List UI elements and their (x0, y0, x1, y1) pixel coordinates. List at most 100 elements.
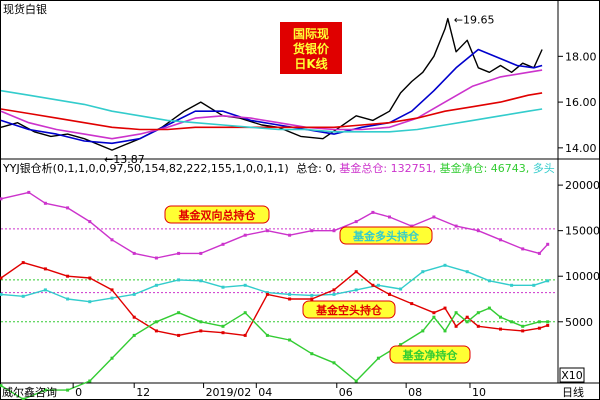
position-series-2-point-9 (199, 329, 203, 333)
big-title-background (280, 22, 342, 74)
position-series-1-point-9 (199, 279, 203, 283)
position-series-1-point-20 (443, 263, 447, 267)
position-series-0-point-15 (332, 229, 336, 233)
position-series-2-point-10 (221, 331, 225, 335)
position-series-0-point-20 (432, 215, 436, 219)
position-series-2-point-14 (310, 297, 314, 301)
position-series-3-point-13 (288, 338, 292, 342)
label-short-position-bg (302, 300, 396, 319)
position-series-2-point-8 (177, 333, 181, 337)
price-series-line-0 (0, 17, 543, 151)
position-series-3-point-6 (132, 333, 136, 337)
position-series-3-point-11 (243, 311, 247, 315)
price-ytick-label-1: 16.00 (565, 96, 597, 109)
position-series-1-point-5 (110, 296, 114, 300)
position-series-1-point-16 (354, 288, 358, 292)
label-short-position-text: 基金空头持仓 (315, 303, 383, 317)
position-series-3-point-0 (0, 384, 3, 388)
position-series-2-point-20 (432, 311, 436, 315)
position-series-0-point-0 (0, 197, 3, 201)
price-annotation-1: ←13.87 (104, 153, 145, 166)
position-series-2-point-27 (537, 326, 541, 330)
position-series-1-point-6 (132, 292, 136, 296)
position-series-2-point-17 (371, 283, 375, 287)
position-series-0-point-22 (476, 229, 480, 233)
position-series-3-point-1 (21, 397, 25, 400)
position-series-0-point-1 (27, 190, 31, 194)
position-series-0-point-7 (154, 256, 158, 260)
position-series-0-point-17 (371, 210, 375, 214)
position-series-0-point-23 (499, 238, 502, 242)
position-series-1-point-17 (376, 283, 380, 287)
position-series-2-point-28 (546, 323, 550, 327)
position-series-3-point-15 (332, 361, 336, 365)
position-series-2-point-23 (465, 315, 469, 319)
position-series-3-point-22 (454, 311, 458, 315)
position-series-1-point-14 (310, 293, 314, 297)
position-series-1-point-13 (288, 292, 292, 296)
position-series-0-point-5 (110, 238, 114, 242)
position-series-2-point-21 (443, 306, 447, 310)
label-long-position: 基金多头持仓 (339, 226, 433, 245)
price-series-line-4 (0, 89, 543, 133)
position-series-3-point-27 (510, 320, 514, 324)
position-series-1-point-11 (243, 283, 247, 287)
position-series-0-point-19 (410, 224, 414, 228)
xtick-label-1: 12 (136, 386, 150, 399)
position-series-3-point-4 (88, 379, 92, 383)
position-series-2-point-4 (88, 276, 92, 280)
price-annotation-0: ←19.65 (454, 14, 495, 27)
big-title-line-2: 货银价 (293, 41, 330, 56)
xtick-label-3: 04 (258, 386, 272, 399)
position-series-3-point-2 (43, 388, 47, 392)
header-jijin-zongcang: 基金总仓: 132751, (339, 161, 436, 175)
position-series-3-point-8 (177, 311, 181, 315)
position-series-0-point-8 (177, 251, 181, 255)
position-series-1-point-8 (177, 278, 181, 282)
position-ytick-label-0: 5000 (565, 316, 593, 329)
position-series-3-point-29 (537, 320, 541, 324)
xtick-label-2: 2019/02 (206, 386, 252, 399)
price-series-line-2 (0, 69, 543, 140)
position-series-3-point-28 (521, 324, 525, 328)
position-series-0-point-21 (454, 224, 458, 228)
position-series-3-point-20 (432, 315, 436, 319)
label-long-position-text: 基金多头持仓 (352, 229, 420, 243)
header-jijin-jingcang: 基金净仓: 46743, (440, 161, 530, 175)
indicator-formula: YYJ银仓析(0,1,1,0,0,97,50,154,82,222,155,1,… (2, 161, 289, 175)
big-title-box: 国际现 货银价 日K线 (280, 22, 342, 74)
position-series-line-1 (0, 264, 548, 303)
position-series-2-point-6 (132, 315, 136, 319)
position-series-1-point-2 (43, 288, 47, 292)
position-series-2-point-16 (354, 270, 358, 274)
label-long-position-bg (339, 226, 433, 245)
position-series-2-point-1 (21, 261, 25, 265)
position-series-0-point-16 (354, 220, 358, 224)
position-series-1-point-12 (265, 291, 269, 295)
position-series-1-point-25 (546, 279, 550, 283)
position-series-3-point-7 (154, 320, 158, 324)
position-series-2-point-2 (43, 267, 47, 271)
position-series-0-point-12 (265, 229, 269, 233)
big-title-line-3: 日K线 (294, 56, 327, 71)
position-series-0-point-10 (221, 242, 225, 246)
position-y-axis: 5000 10000 15000 20000 (558, 179, 600, 329)
position-series-0-point-18 (388, 215, 391, 219)
x-axis: 0 12 2019/02 04 06 08 10 (72, 383, 486, 399)
xtick-label-5: 08 (408, 386, 422, 399)
label-net-position: 基金净持仓 (389, 345, 471, 364)
position-series-3-point-17 (376, 356, 380, 360)
position-series-2-point-26 (521, 329, 525, 333)
price-ytick-label-2: 18.00 (565, 50, 597, 63)
position-series-3-point-14 (310, 352, 314, 356)
position-series-1-point-23 (510, 283, 514, 287)
position-ytick-label-2: 15000 (565, 225, 600, 238)
brand-label: 威尔鑫咨询 (2, 385, 57, 399)
label-short-position: 基金空头持仓 (302, 300, 396, 319)
position-series-1-point-10 (221, 285, 225, 289)
price-series-line-3 (0, 92, 543, 131)
scale-box (559, 367, 585, 383)
position-series-1-point-15 (332, 292, 336, 296)
position-series-0-point-9 (199, 251, 203, 255)
instrument-label: 现货白银 (3, 2, 47, 16)
